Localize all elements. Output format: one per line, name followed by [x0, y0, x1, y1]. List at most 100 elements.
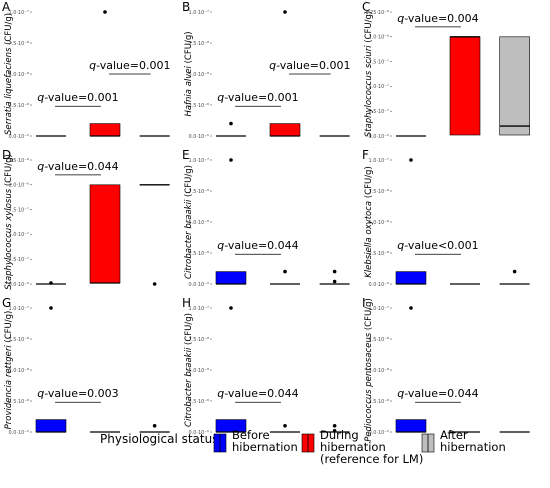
y-tick-label: 0.0·10⁻⁰: [368, 282, 389, 288]
panel-label: B: [182, 0, 190, 14]
q-value-letter: q: [89, 59, 96, 72]
box: [35, 419, 67, 433]
outlier-point: [283, 10, 287, 14]
y-tick-label: 2.5·10⁻⁸: [8, 399, 29, 405]
q-value-label: q-value=0.004: [397, 12, 478, 25]
y-tick-label: 1.0·10⁻⁷: [8, 10, 29, 16]
y-tick-label: 1.0·10⁻⁷: [368, 306, 389, 312]
q-value-letter: q: [217, 239, 224, 252]
y-axis-label-unit: (CFU/g): [184, 31, 194, 66]
legend: Physiological status Before hibernation Du…: [100, 428, 506, 466]
y-axis-label-unit: (CFU/g): [184, 313, 194, 348]
y-tick-label: 7.5·10⁻⁸: [368, 189, 389, 195]
y-axis-label-species: Staphylococcus sciuri: [364, 45, 374, 137]
outlier-point: [283, 269, 287, 274]
y-axis-label-unit: (CFU/g): [364, 298, 374, 333]
legend-label: During hibernation (reference for LM): [320, 428, 423, 466]
outlier-point: [229, 306, 233, 310]
panel-c: C 0.0·10⁻⁰ 2.5·10⁻⁷ 5.0·10⁻⁷ 7.5·10⁻⁷ 1.0·10⁻…: [362, 0, 530, 140]
q-value-label: q-value=0.001: [89, 59, 170, 72]
q-value-letter: q: [397, 12, 404, 25]
box: [499, 36, 530, 136]
y-axis-label: Pediococcus pentosaceus (CFU/g): [364, 298, 374, 442]
y-tick-label: 5.0·10⁻⁷: [8, 232, 29, 238]
q-value-label: q-value=0.001: [269, 59, 350, 72]
y-tick-label: 2.5·10⁻⁸: [188, 103, 209, 109]
panel-i: I 0.0·10⁻⁰ 2.5·10⁻⁸ 5.0·10⁻⁸ 7.5·10⁻⁸ 1.0·10⁻…: [362, 296, 530, 442]
y-axis-label-species: Providencia rettgeri: [4, 345, 14, 430]
y-axis-label-unit: (CFU/g): [184, 165, 194, 200]
q-value-label: q-value=0.044: [397, 387, 478, 400]
y-axis-label: Citrobacter braakii (CFU/g): [184, 313, 194, 427]
y-tick-label: 1.0·10⁻⁷: [188, 10, 209, 16]
y-tick-label: 5.0·10⁻⁸: [368, 220, 389, 226]
y-axis-label-unit: (CFU/g): [4, 154, 14, 189]
legend-label-line: After: [440, 428, 468, 442]
y-tick-label: 0.0·10⁻⁰: [368, 134, 389, 140]
q-value-label: q-value=0.044: [37, 160, 118, 173]
y-tick-label: 2.5·10⁻⁷: [8, 257, 29, 263]
q-value-number: -value=0.001: [44, 91, 118, 104]
y-tick-label: 5.0·10⁻⁸: [8, 368, 29, 374]
box: [395, 419, 427, 433]
panel-label: D: [2, 148, 11, 162]
legend-label-line: Before: [232, 428, 270, 442]
y-axis-label-species: Staphylococcus xylosus: [4, 188, 14, 289]
y-axis-label: Staphylococcus sciuri (CFU/g): [364, 11, 374, 137]
panel-b: B 0.0·10⁻⁰ 2.5·10⁻⁸ 5.0·10⁻⁸ 7.5·10⁻⁸ 1.0·10⁻…: [182, 0, 351, 140]
y-tick-label: 5.0·10⁻⁷: [368, 84, 389, 90]
panel-d: D 0.0·10⁻⁰ 2.5·10⁻⁷ 5.0·10⁻⁷ 7.5·10⁻⁷ 1.0·10⁻…: [2, 148, 170, 290]
panel-label: A: [2, 0, 11, 14]
q-value-number: -value=0.001: [276, 59, 350, 72]
panel-a: A 0.0·10⁻⁰ 2.5·10⁻⁸ 5.0·10⁻⁸ 7.5·10⁻⁸ 1.0·10⁻…: [2, 0, 171, 140]
y-axis-label: Klebsiella oxytoca (CFU/g): [364, 166, 374, 278]
q-value-letter: q: [217, 387, 224, 400]
y-axis-label-unit: (CFU/g): [364, 11, 374, 46]
q-value-number: -value=0.001: [96, 59, 170, 72]
y-tick-label: 2.5·10⁻⁸: [188, 251, 209, 257]
q-value-letter: q: [37, 160, 44, 173]
q-value-number: -value=0.044: [224, 239, 298, 252]
y-axis-label: Serratia liquefaciens (CFU/g): [4, 13, 14, 135]
y-tick-label: 0.0·10⁻⁰: [368, 430, 389, 436]
q-value-letter: q: [217, 91, 224, 104]
panel-g: G 0.0·10⁻⁰ 2.5·10⁻⁸ 5.0·10⁻⁸ 7.5·10⁻⁸ 1.0·10⁻…: [2, 296, 170, 436]
y-tick-label: 5.0·10⁻⁸: [368, 368, 389, 374]
q-value-letter: q: [37, 387, 44, 400]
panel-f: F 0.0·10⁻⁰ 2.5·10⁻⁸ 5.0·10⁻⁸ 7.5·10⁻⁸ 1.0·10⁻…: [362, 148, 530, 288]
outlier-point: [332, 279, 337, 284]
outlier-point: [152, 424, 157, 428]
y-tick-label: 5.0·10⁻⁸: [188, 220, 209, 226]
y-tick-label: 0.0·10⁻⁰: [188, 134, 209, 140]
outlier-point: [229, 121, 233, 126]
outlier-point: [49, 281, 53, 285]
y-tick-label: 7.5·10⁻⁸: [368, 337, 389, 343]
y-tick-label: 5.0·10⁻⁸: [188, 368, 209, 374]
legend-label-line: hibernation: [232, 440, 298, 454]
y-tick-label: 2.5·10⁻⁸: [368, 251, 389, 257]
panel-h: H 0.0·10⁻⁰ 2.5·10⁻⁸ 5.0·10⁻⁸ 7.5·10⁻⁸ 1.0·10⁻…: [182, 296, 350, 436]
outlier-point: [152, 282, 157, 286]
panel-e: E 0.0·10⁻⁰ 2.5·10⁻⁸ 5.0·10⁻⁸ 7.5·10⁻⁸ 1.0·10⁻…: [182, 148, 350, 288]
outlier-point: [409, 306, 413, 310]
y-tick-label: 2.5·10⁻⁸: [8, 103, 29, 109]
q-value-number: -value=0.001: [224, 91, 298, 104]
y-tick-label: 0.0·10⁻⁰: [8, 282, 29, 288]
y-tick-label: 1.25·10⁻⁶: [5, 158, 29, 164]
outlier-point: [512, 269, 517, 274]
y-axis-label-species: Citrobacter braakii: [184, 199, 194, 279]
y-tick-label: 5.0·10⁻⁸: [8, 72, 29, 78]
outlier-point: [49, 306, 53, 310]
y-tick-label: 7.5·10⁻⁷: [368, 59, 389, 65]
y-axis-label-species: Citrobacter braakii: [184, 347, 194, 427]
legend-title: Physiological status: [100, 432, 218, 446]
panel-label: H: [182, 296, 191, 310]
y-axis-label-unit: (CFU/g): [4, 13, 14, 48]
legend-label-line: (reference for LM): [320, 452, 423, 466]
q-value-number: -value=0.044: [224, 387, 298, 400]
y-axis-label-unit: (CFU/g): [364, 166, 374, 201]
box: [89, 123, 121, 137]
y-tick-label: 1.0·10⁻⁷: [368, 158, 389, 164]
outlier-point: [332, 269, 337, 274]
